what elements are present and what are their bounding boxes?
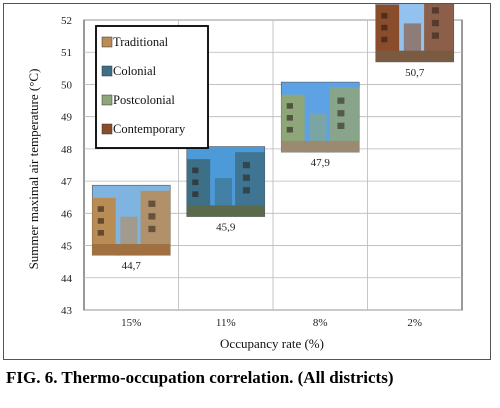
y-tick-label: 52: [61, 15, 72, 27]
data-label: 47,9: [311, 157, 331, 169]
photo-ground: [375, 50, 454, 62]
legend-label: Traditional: [113, 35, 169, 49]
legend-swatch: [101, 123, 113, 135]
photo-window: [97, 218, 104, 224]
data-label: 45,9: [216, 222, 236, 234]
photo-building-left: [375, 4, 400, 62]
photo-window: [431, 19, 439, 27]
data-points: 44,7 45,9 47,9 50,7: [91, 4, 455, 272]
photo-window: [381, 12, 388, 19]
photo-window: [242, 187, 250, 194]
data-point-traditional: [91, 184, 171, 256]
x-tick-label: 8%: [313, 317, 328, 329]
photo-building-left: [281, 94, 305, 153]
y-tick-label: 49: [61, 112, 73, 124]
legend-label: Contemporary: [113, 122, 186, 136]
photo-ground: [281, 140, 360, 153]
photo-building-left: [92, 197, 116, 256]
y-tick-label: 46: [61, 208, 73, 220]
photo-window: [148, 225, 156, 233]
chart-frame: 43 44 45 46 47 48 49 50 51 52 15% 11% 8% 2% 44,7 45,9…: [3, 3, 491, 360]
data-point-postcolonial: [280, 81, 360, 153]
legend-label: Colonial: [113, 64, 157, 78]
photo-building-left: [186, 159, 211, 217]
photo-window: [337, 110, 345, 117]
photo-window: [286, 115, 293, 121]
photo-window: [431, 32, 439, 39]
data-label: 44,7: [122, 260, 142, 272]
legend-box: [95, 25, 209, 149]
y-tick-label: 45: [61, 241, 73, 253]
photo-window: [286, 126, 293, 133]
photo-window: [381, 36, 388, 43]
x-tick-labels: 15% 11% 8% 2%: [121, 317, 422, 329]
photo-ground: [186, 205, 265, 217]
data-point-colonial: [186, 146, 266, 217]
photo-window: [192, 179, 199, 186]
photo-window: [97, 206, 104, 212]
photo-window: [337, 122, 345, 130]
x-tick-label: 15%: [121, 317, 141, 329]
y-tick-label: 44: [61, 273, 73, 285]
y-axis-label: Summer maximal air temperature (°C): [26, 69, 41, 270]
data-label: 50,7: [405, 67, 425, 79]
x-axis-label: Occupancy rate (%): [220, 336, 324, 351]
photo-window: [337, 97, 345, 104]
photo-window: [97, 230, 104, 236]
photo-window: [192, 191, 199, 197]
photo-window: [286, 103, 293, 109]
legend-swatch: [101, 36, 113, 48]
photo-window: [381, 24, 388, 31]
photo-window: [242, 174, 250, 181]
y-tick-labels: 43 44 45 46 47 48 49 50 51 52: [61, 15, 73, 317]
legend-swatch: [101, 65, 113, 77]
photo-window: [148, 213, 156, 220]
x-tick-label: 2%: [407, 317, 422, 329]
photo-ground: [92, 244, 171, 256]
photo-window: [242, 161, 250, 169]
legend: Traditional Colonial Postcolonial Contempor…: [95, 25, 209, 149]
photo-window: [192, 167, 199, 174]
y-tick-label: 43: [61, 305, 73, 317]
legend-label: Postcolonial: [113, 93, 175, 107]
y-tick-label: 47: [61, 176, 73, 188]
photo-window: [431, 7, 439, 14]
legend-swatch: [101, 94, 113, 106]
x-tick-label: 11%: [216, 317, 236, 329]
y-tick-label: 50: [61, 79, 73, 91]
scatter-chart: 43 44 45 46 47 48 49 50 51 52 15% 11% 8% 2% 44,7 45,9…: [26, 4, 463, 351]
figure-caption: FIG. 6. Thermo-occupation correlation. (…: [6, 368, 394, 387]
photo-window: [148, 200, 156, 207]
data-point-contemporary: [375, 4, 455, 63]
y-tick-label: 48: [61, 144, 73, 156]
y-tick-label: 51: [61, 47, 72, 59]
